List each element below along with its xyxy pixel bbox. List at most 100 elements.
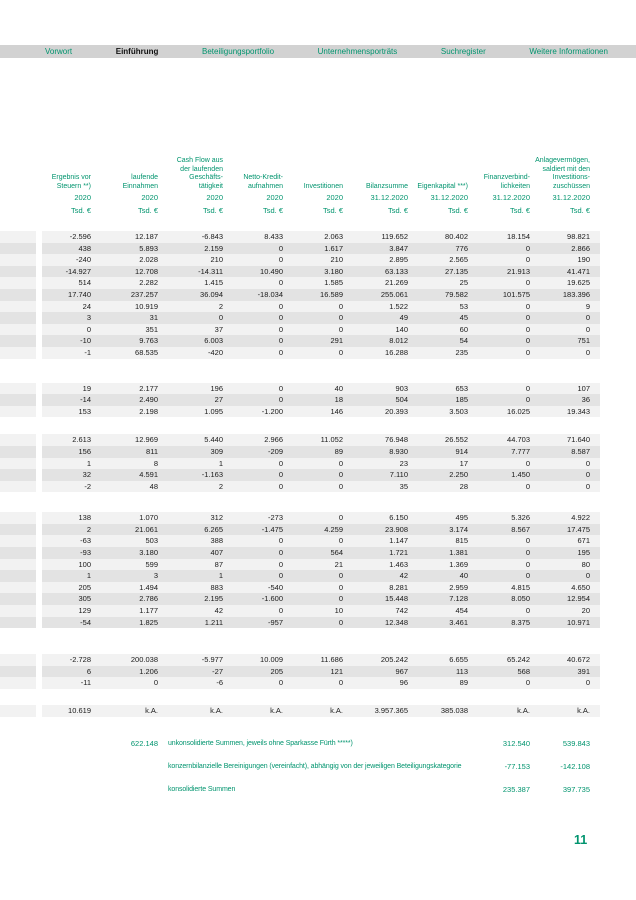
summary-row: konsolidierte Summen 235.387 397.735: [42, 784, 592, 796]
table-cell: 0: [338, 470, 343, 480]
column-period: 31.12.2020: [430, 193, 468, 202]
row-stub: [0, 457, 36, 470]
row-gap: [36, 523, 42, 536]
table-cell: 18: [334, 395, 343, 405]
table-cell: 4.259: [324, 524, 343, 534]
row-cells: 24 10.919 2 0 0 1.522 53 0 9: [42, 300, 600, 313]
row-gap: [36, 405, 42, 418]
table-cell: 1.211: [204, 617, 223, 627]
table-cell: 1.070: [139, 513, 158, 523]
table-cell: 2.198: [139, 406, 158, 416]
table-cell: 80.402: [445, 232, 468, 241]
table-cell: 967: [395, 666, 408, 676]
column-unit: Tsd. €: [322, 206, 343, 215]
table-cell: 6.655: [449, 655, 468, 665]
table-cell: -273: [267, 513, 283, 523]
table-row: -1 68.535 -420 0 0 16.288 235 0 0: [0, 346, 636, 359]
nav-bar: Vorwort Einführung Beteiligungsportfolio Un…: [0, 45, 636, 58]
table-cell: 0: [153, 678, 158, 688]
column-title: Cash Flow aus der laufenden Geschäfts- t…: [176, 157, 223, 190]
table-cell: -2.728: [69, 655, 91, 665]
row-cells: -14 2.490 27 0 18 504 185 0 36: [42, 394, 600, 406]
summary-label: konzernbilanzielle Bereinigungen (verein…: [168, 762, 462, 770]
nav-item-beteiligungsportfolio[interactable]: Beteiligungsportfolio: [202, 47, 275, 56]
table-cell: 21.061: [135, 524, 158, 534]
table-cell: 40.672: [567, 655, 590, 665]
table-cell: 0: [278, 458, 283, 468]
table-cell: 504: [395, 395, 408, 405]
table-cell: 1: [218, 571, 223, 581]
table-cell: 9: [585, 301, 590, 311]
table-cell: 20.393: [385, 406, 408, 416]
table-cell: 811: [146, 446, 158, 456]
table-cell: 40: [334, 383, 343, 393]
column-unit: Tsd. €: [202, 206, 223, 215]
table-cell: 7.128: [449, 594, 468, 604]
table-cell: 0: [525, 606, 530, 616]
table-cell: 0: [525, 301, 530, 311]
row-gap: [36, 277, 42, 289]
table-cell: 0: [585, 481, 590, 491]
table-cell: -1.600: [261, 594, 283, 604]
table-cell: -1: [84, 347, 91, 357]
table-cell: 19.343: [567, 406, 590, 416]
table-cell: 3: [86, 313, 91, 323]
table-cell: 205.242: [380, 655, 408, 665]
nav-item-unternehmensportr-ts[interactable]: Unternehmensporträts: [317, 47, 398, 56]
table-cell: 1.147: [389, 536, 408, 546]
summary-value: 312.540: [502, 738, 530, 748]
table-cell: 2.565: [449, 255, 468, 265]
table-cell: 17.740: [68, 289, 91, 299]
table-cell: 19: [82, 383, 91, 393]
table-cell: 0: [525, 678, 530, 688]
table-cell: 42: [399, 571, 408, 581]
table-cell: -93: [80, 548, 91, 558]
table-cell: 0: [278, 383, 283, 393]
nav-item-weitere-informationen[interactable]: Weitere Informationen: [529, 47, 608, 56]
table-cell: 8.012: [389, 336, 408, 346]
column-period: 2020: [266, 193, 283, 202]
nav-item-suchregister[interactable]: Suchregister: [440, 47, 486, 56]
row-cells: -93 3.180 407 0 564 1.721 1.381 0 195: [42, 547, 600, 559]
row-gap: [36, 457, 42, 470]
row-cells: 156 811 309 -209 89 8.930 914 7.777 8.587: [42, 445, 600, 458]
row-cells: -1 68.535 -420 0 0 16.288 235 0 0: [42, 346, 600, 359]
table-cell: 21.913: [507, 266, 530, 276]
row-stub: [0, 616, 36, 629]
table-cell: 10.971: [567, 617, 590, 627]
table-cell: 0: [585, 571, 590, 581]
table-cell: 80: [581, 559, 590, 569]
table-body: -2.596 12.187 -6.843 8.433 2.063 119.652 80.40…: [0, 231, 636, 717]
table-row: 32 4.591 -1.163 0 0 7.110 2.250 1.450 0: [0, 469, 636, 481]
row-gap: [36, 346, 42, 359]
table-block-5: -2.728 200.038 -5.977 10.009 11.686 205.242 6.…: [0, 654, 636, 689]
nav-item-einf-hrung[interactable]: Einführung: [115, 47, 159, 56]
table-cell: 119.652: [381, 232, 408, 241]
row-stub: [0, 705, 36, 717]
row-gap: [36, 382, 42, 395]
table-cell: 15.448: [385, 594, 408, 604]
table-cell: 2.786: [139, 594, 158, 604]
table-cell: 0: [278, 313, 283, 323]
nav-item-vorwort[interactable]: Vorwort: [45, 47, 73, 56]
table-cell: 2.282: [139, 278, 158, 288]
table-cell: 2.063: [324, 232, 343, 241]
row-gap: [36, 581, 42, 594]
table-cell: 10.919: [135, 301, 158, 311]
row-cells: 138 1.070 312 -273 0 6.150 495 5.326 4.922: [42, 512, 600, 524]
column-title: laufende Einnahmen: [122, 174, 158, 190]
table-cell: 0: [338, 513, 343, 523]
table-cell: -27: [212, 666, 223, 676]
table-row: 129 1.177 42 0 10 742 454 0 20: [0, 605, 636, 617]
table-cell: 0: [338, 571, 343, 581]
table-cell: 309: [210, 446, 223, 456]
row-gap: [36, 394, 42, 406]
table-cell: 0: [525, 347, 530, 357]
table-cell: 1.206: [139, 666, 158, 676]
table-cell: 8.567: [511, 524, 530, 534]
column-title: Netto-Kredit- aufnahmen: [243, 174, 283, 190]
row-stub: [0, 265, 36, 278]
table-cell: 0: [278, 536, 283, 546]
table-cell: 16.288: [385, 347, 408, 357]
row-stub: [0, 469, 36, 481]
